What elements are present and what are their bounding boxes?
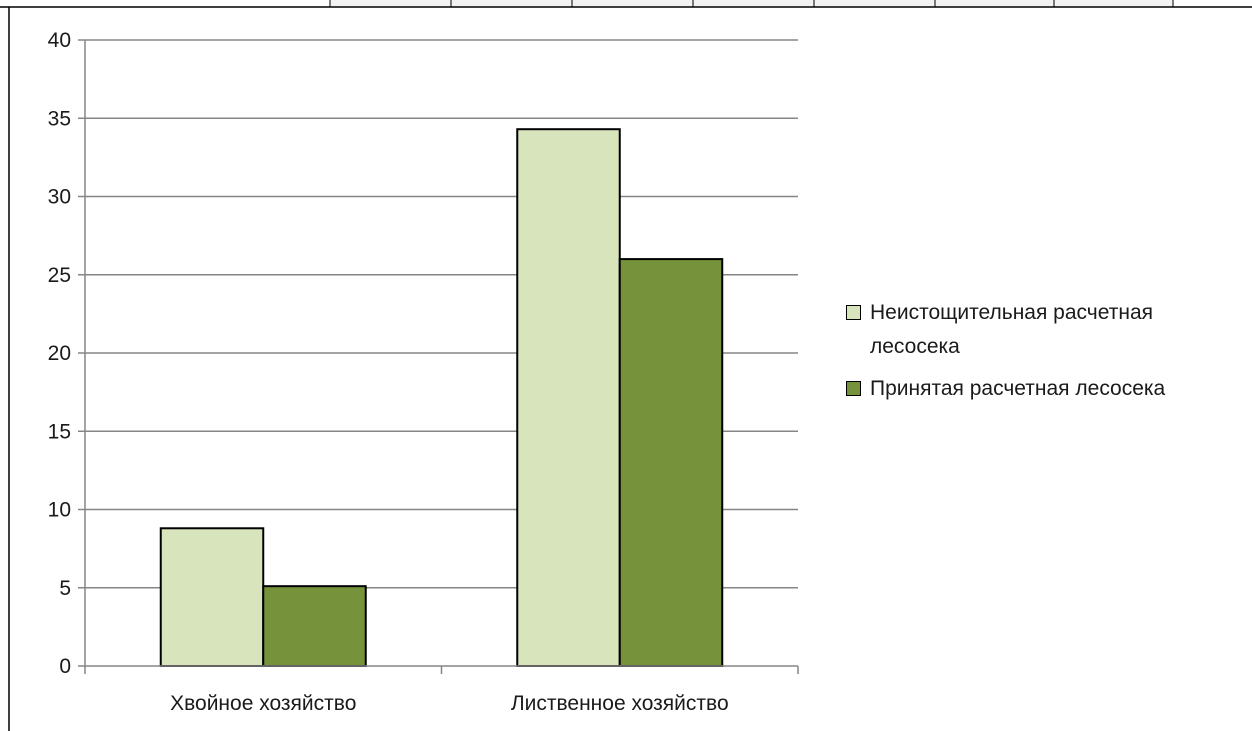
y-tick-label: 25	[48, 264, 71, 287]
y-tick-label: 20	[48, 342, 71, 365]
bar-series-2-cat-1	[262, 585, 367, 667]
legend-swatch-series-2	[846, 381, 861, 396]
legend-item-series-2: Принятая расчетная лесосека	[846, 372, 1246, 406]
chart-legend: Неистощительная расчетная лесосека Приня…	[846, 296, 1246, 414]
sheet-cell-shaded	[330, 0, 1173, 7]
legend-item-series-1: Неистощительная расчетная лесосека	[846, 296, 1246, 364]
y-tick-label: 0	[59, 655, 71, 678]
labels: 0 5 10 15 20 25 30 35 40 Хвойное хозяйство Листвен…	[48, 29, 729, 715]
y-tick-label: 5	[59, 577, 71, 600]
x-category-label: Лиственное хозяйство	[511, 692, 729, 715]
y-tick-label: 30	[48, 186, 71, 209]
bars	[159, 128, 724, 668]
y-tick-label: 35	[48, 107, 71, 130]
bar-series-1-cat-2	[516, 128, 621, 667]
y-tick-label: 40	[48, 29, 71, 52]
axes	[78, 39, 799, 674]
legend-label-series-2: Принятая расчетная лесосека	[870, 377, 1166, 400]
x-category-label: Хвойное хозяйство	[170, 692, 356, 715]
y-tick-label: 15	[48, 420, 71, 443]
legend-label-series-1: Неистощительная расчетная лесосека	[870, 301, 1153, 358]
bar-series-2-cat-2	[618, 258, 724, 667]
legend-swatch-series-1	[846, 305, 861, 320]
spreadsheet-row-strip	[0, 0, 1252, 8]
bar-series-1-cat-1	[159, 527, 265, 668]
y-tick-label: 10	[48, 499, 71, 522]
